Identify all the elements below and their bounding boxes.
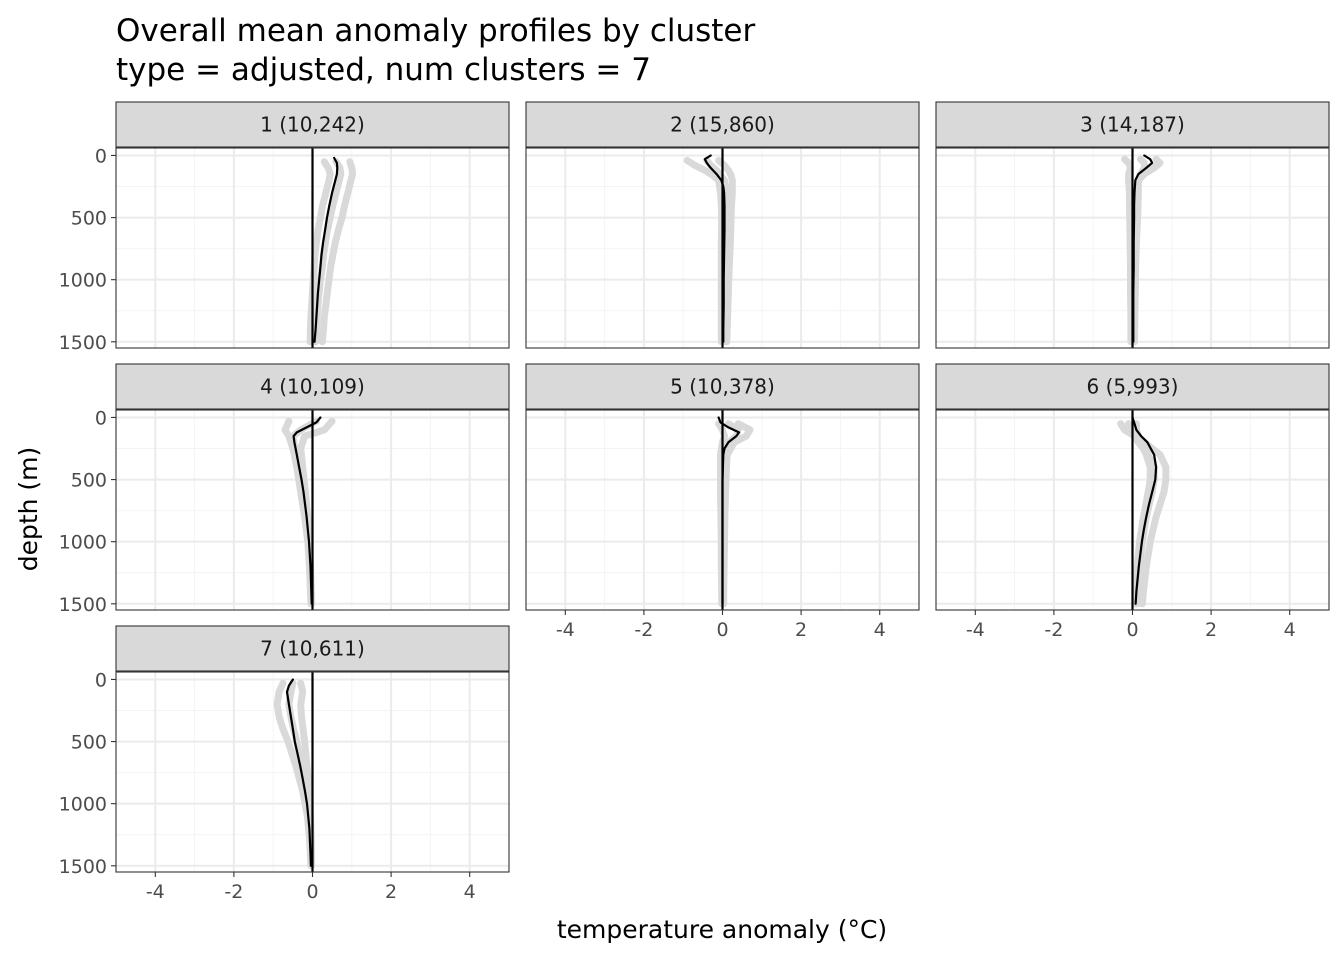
x-tick-label: 2 xyxy=(1205,619,1217,641)
x-tick-label: -4 xyxy=(556,619,575,641)
x-tick-label: -2 xyxy=(1044,619,1063,641)
y-tick-label: 500 xyxy=(71,208,107,230)
chart-title: Overall mean anomaly profiles by cluster xyxy=(116,13,756,49)
mean-profile-line xyxy=(313,156,339,343)
facet-strip-label: 1 (10,242) xyxy=(260,113,365,137)
x-tick-label: 0 xyxy=(716,619,728,641)
profile-band-line xyxy=(683,156,726,346)
facet-strip xyxy=(115,625,510,672)
facet-panel: 1 (10,242) 0 500 1000 1500 xyxy=(59,101,510,354)
mean-profile-line xyxy=(1131,416,1158,605)
facet-strip xyxy=(115,101,510,148)
x-tick-label: 4 xyxy=(1284,619,1296,641)
x-tick-label: 2 xyxy=(795,619,807,641)
y-tick-label: 0 xyxy=(95,407,107,429)
y-tick-label: 1000 xyxy=(59,270,107,292)
facet-strip-label: 5 (10,378) xyxy=(670,375,775,399)
facet-strip-label: 7 (10,611) xyxy=(260,637,365,661)
y-tick-label: 500 xyxy=(71,470,107,492)
facet-panel: 4 (10,109) 0 500 1000 1500 xyxy=(59,363,510,616)
x-tick-label: -4 xyxy=(966,619,985,641)
x-tick-label: -2 xyxy=(224,881,243,903)
facet-strip xyxy=(935,101,1330,148)
y-tick-label: 1000 xyxy=(59,532,107,554)
y-axis-title: depth (m) xyxy=(14,447,43,572)
y-tick-label: 0 xyxy=(95,145,107,167)
chart-subtitle: type = adjusted, num clusters = 7 xyxy=(116,52,651,88)
facet-strip xyxy=(525,101,920,148)
panel-border xyxy=(935,147,1330,349)
facet-panel: 2 (15,860) xyxy=(525,101,920,349)
facet-strip xyxy=(525,363,920,410)
x-tick-label: 2 xyxy=(385,881,397,903)
x-axis-title: temperature anomaly (°C) xyxy=(557,915,887,944)
facet-panel: 3 (14,187) xyxy=(935,101,1330,349)
facet-panel: 7 (10,611) 0 500 1000 1500 -4 -2 0 2 4 xyxy=(59,625,510,903)
profile-band-line xyxy=(318,158,357,346)
y-tick-label: 1500 xyxy=(59,856,107,878)
x-tick-label: 0 xyxy=(1126,619,1138,641)
y-tick-label: 1500 xyxy=(59,332,107,354)
mean-profile-line xyxy=(285,678,312,867)
y-tick-label: 1500 xyxy=(59,594,107,616)
panel-border xyxy=(525,147,920,349)
facet-strip xyxy=(115,363,510,410)
facet-strip-label: 3 (14,187) xyxy=(1080,113,1185,137)
panel-border xyxy=(115,409,510,611)
facet-strip-label: 4 (10,109) xyxy=(260,375,365,399)
facet-panel: 6 (5,993) -4 -2 0 2 4 xyxy=(935,363,1330,641)
mean-profile-line xyxy=(292,416,322,605)
facet-strip xyxy=(935,363,1330,410)
facet-panel: 5 (10,378) -4 -2 0 2 4 xyxy=(525,363,920,641)
facet-strip-label: 6 (5,993) xyxy=(1087,375,1179,399)
panel-border xyxy=(115,147,510,349)
x-tick-label: -4 xyxy=(146,881,165,903)
y-tick-label: 500 xyxy=(71,732,107,754)
x-tick-label: 4 xyxy=(464,881,476,903)
profile-band-line xyxy=(715,156,736,346)
mean-profile-line xyxy=(703,154,726,343)
y-tick-label: 0 xyxy=(95,669,107,691)
profile-band-line xyxy=(1131,155,1148,346)
profile-band-line xyxy=(1121,155,1135,346)
facet-panels: 1 (10,242) 0 500 1000 1500 2 (15,860) 3 (14,18… xyxy=(59,101,1330,903)
x-tick-label: -2 xyxy=(634,619,653,641)
y-tick-label: 1000 xyxy=(59,794,107,816)
x-tick-label: 4 xyxy=(874,619,886,641)
x-tick-label: 0 xyxy=(306,881,318,903)
facet-strip-label: 2 (15,860) xyxy=(670,113,775,137)
